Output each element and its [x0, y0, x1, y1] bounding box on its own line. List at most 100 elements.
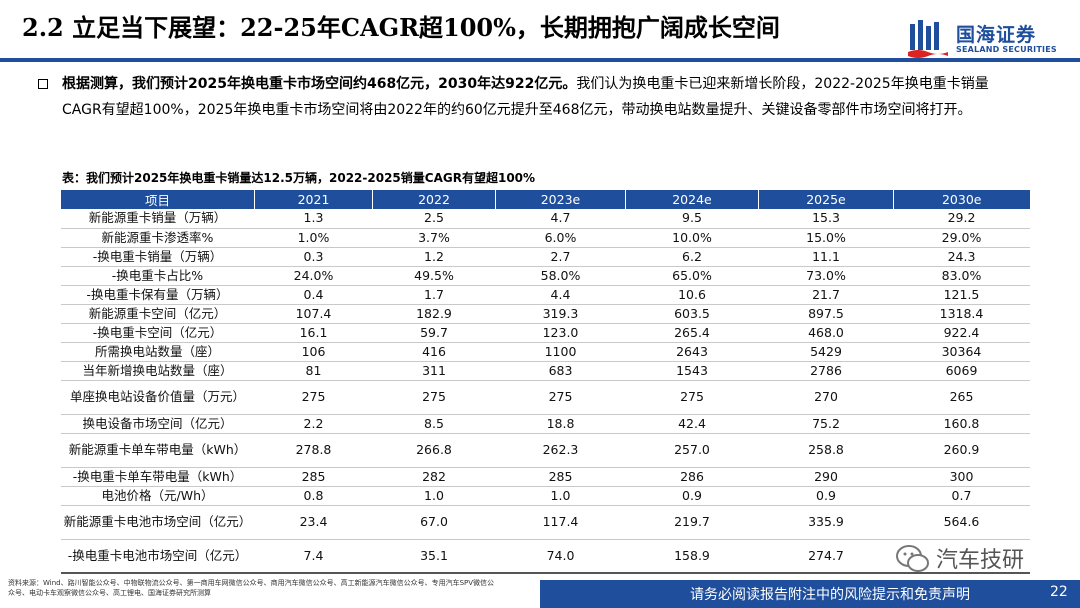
- table-cell: 1100: [495, 342, 626, 362]
- table-cell: 270: [758, 380, 894, 415]
- brand-name-cn: 国海证券: [956, 24, 1037, 46]
- table-cell: 0.3: [254, 247, 373, 267]
- table-row: 当年新增换电站数量（座） 81 311 683 1543 2786 6069: [60, 361, 1030, 381]
- brand-logo: 国海证券 SEALAND SECURITIES: [908, 18, 1068, 58]
- header-cell: 2021: [254, 190, 373, 209]
- table-caption: 表：我们预计2025年换电重卡销量达12.5万辆，2022-2025销量CAGR…: [62, 171, 536, 185]
- table-row: 新能源重卡电池市场空间（亿元） 23.4 67.0 117.4 219.7 335.9 56…: [60, 505, 1030, 540]
- table-cell: 30364: [893, 342, 1030, 362]
- table-cell: 683: [495, 361, 626, 381]
- table-cell: 0.7: [893, 486, 1030, 506]
- table-cell: 278.8: [254, 433, 373, 468]
- table-cell: 65.0%: [625, 266, 759, 286]
- row-label: -换电重卡单车带电量（kWh）: [60, 467, 255, 487]
- table-cell: 282: [372, 467, 496, 487]
- table-cell: 2643: [625, 342, 759, 362]
- table-cell: 9.5: [625, 209, 759, 229]
- table-cell: 11.1: [758, 247, 894, 267]
- row-label: 新能源重卡电池市场空间（亿元）: [60, 505, 255, 540]
- table-cell: 4.7: [495, 209, 626, 229]
- table-cell: 24.0%: [254, 266, 373, 286]
- footer-bar: [540, 580, 1080, 608]
- header-cell: 2023e: [495, 190, 626, 209]
- table-row: 电池价格（元/Wh） 0.8 1.0 1.0 0.9 0.9 0.7: [60, 486, 1030, 506]
- table-cell: 285: [254, 467, 373, 487]
- row-label: 所需换电站数量（座）: [60, 342, 255, 362]
- table-cell: 603.5: [625, 304, 759, 324]
- table-cell: 286: [625, 467, 759, 487]
- wechat-icon: [896, 545, 929, 572]
- row-label: 新能源重卡渗透率%: [60, 228, 255, 248]
- header-cell: 2022: [372, 190, 496, 209]
- table-cell: 107.4: [254, 304, 373, 324]
- intro-bold: 根据测算，我们预计2025年换电重卡市场空间约468亿元，2030年达922亿元…: [62, 76, 577, 92]
- table-cell: 265.4: [625, 323, 759, 343]
- table-cell: 290: [758, 467, 894, 487]
- table-cell: 265: [893, 380, 1030, 415]
- disclaimer-text: 请务必阅读报告附注中的风险提示和免责声明: [690, 587, 970, 603]
- table-cell: 10.6: [625, 285, 759, 305]
- row-label: 新能源重卡销量（万辆）: [60, 209, 255, 229]
- table-cell: 21.7: [758, 285, 894, 305]
- wechat-watermark: 汽车技研: [896, 540, 1076, 576]
- table-cell: 300: [893, 467, 1030, 487]
- table-cell: 49.5%: [372, 266, 496, 286]
- table-header-row: 项目 2021 2022 2023e 2024e 2025e 2030e: [60, 190, 1030, 209]
- sealand-logo-icon: [908, 20, 948, 58]
- table-cell: 1.0%: [254, 228, 373, 248]
- table-cell: 42.4: [625, 414, 759, 434]
- table-cell: 275: [254, 380, 373, 415]
- table-cell: 18.8: [495, 414, 626, 434]
- row-label: 电池价格（元/Wh）: [60, 486, 255, 506]
- row-label: 单座换电站设备价值量（万元）: [60, 380, 255, 415]
- header-cell: 项目: [60, 190, 255, 209]
- row-label: 换电设备市场空间（亿元）: [60, 414, 255, 434]
- row-label: -换电重卡占比%: [60, 266, 255, 286]
- table-row: 新能源重卡单车带电量（kWh） 278.8 266.8 262.3 257.0 258.8…: [60, 433, 1030, 468]
- watermark-text: 汽车技研: [936, 548, 1025, 573]
- table-cell: 73.0%: [758, 266, 894, 286]
- table-cell: 8.5: [372, 414, 496, 434]
- table-row: -换电重卡保有量（万辆） 0.4 1.7 4.4 10.6 21.7 121.5: [60, 285, 1030, 305]
- page-number: 22: [1050, 584, 1068, 600]
- table-cell: 275: [625, 380, 759, 415]
- table-cell: 275: [372, 380, 496, 415]
- table-cell: 83.0%: [893, 266, 1030, 286]
- table-cell: 4.4: [495, 285, 626, 305]
- table-cell: 106: [254, 342, 373, 362]
- table-row: 换电设备市场空间（亿元） 2.2 8.5 18.8 42.4 75.2 160.8: [60, 414, 1030, 434]
- table-cell: 0.9: [758, 486, 894, 506]
- table-cell: 75.2: [758, 414, 894, 434]
- header-cell: 2030e: [893, 190, 1030, 209]
- row-label: -换电重卡销量（万辆）: [60, 247, 255, 267]
- table-cell: 0.9: [625, 486, 759, 506]
- table-cell: 274.7: [758, 539, 894, 574]
- table-cell: 5429: [758, 342, 894, 362]
- table-row: -换电重卡空间（亿元） 16.1 59.7 123.0 265.4 468.0 922.4: [60, 323, 1030, 343]
- table-cell: 468.0: [758, 323, 894, 343]
- page-title: 2.2 立足当下展望：22-25年CAGR超100%，长期拥抱广阔成长空间: [22, 13, 780, 42]
- header-cell: 2025e: [758, 190, 894, 209]
- table-row: -换电重卡单车带电量（kWh） 285 282 285 286 290 300: [60, 467, 1030, 487]
- row-label: -换电重卡空间（亿元）: [60, 323, 255, 343]
- table-cell: 35.1: [372, 539, 496, 574]
- table-cell: 2.5: [372, 209, 496, 229]
- table-cell: 10.0%: [625, 228, 759, 248]
- table-cell: 1318.4: [893, 304, 1030, 324]
- table-cell: 285: [495, 467, 626, 487]
- table-cell: 1543: [625, 361, 759, 381]
- table-cell: 81: [254, 361, 373, 381]
- table-row: -换电重卡电池市场空间（亿元） 7.4 35.1 74.0 158.9 274.7: [60, 539, 1030, 574]
- table-cell: 262.3: [495, 433, 626, 468]
- table-cell: 7.4: [254, 539, 373, 574]
- table-cell: 121.5: [893, 285, 1030, 305]
- table-cell: 2786: [758, 361, 894, 381]
- table-cell: 15.3: [758, 209, 894, 229]
- table-cell: 58.0%: [495, 266, 626, 286]
- table-cell: 123.0: [495, 323, 626, 343]
- table-cell: 23.4: [254, 505, 373, 540]
- table-cell: 24.3: [893, 247, 1030, 267]
- row-label: 新能源重卡单车带电量（kWh）: [60, 433, 255, 468]
- forecast-table: 项目 2021 2022 2023e 2024e 2025e 2030e 新能源…: [60, 190, 1030, 574]
- table-cell: 158.9: [625, 539, 759, 574]
